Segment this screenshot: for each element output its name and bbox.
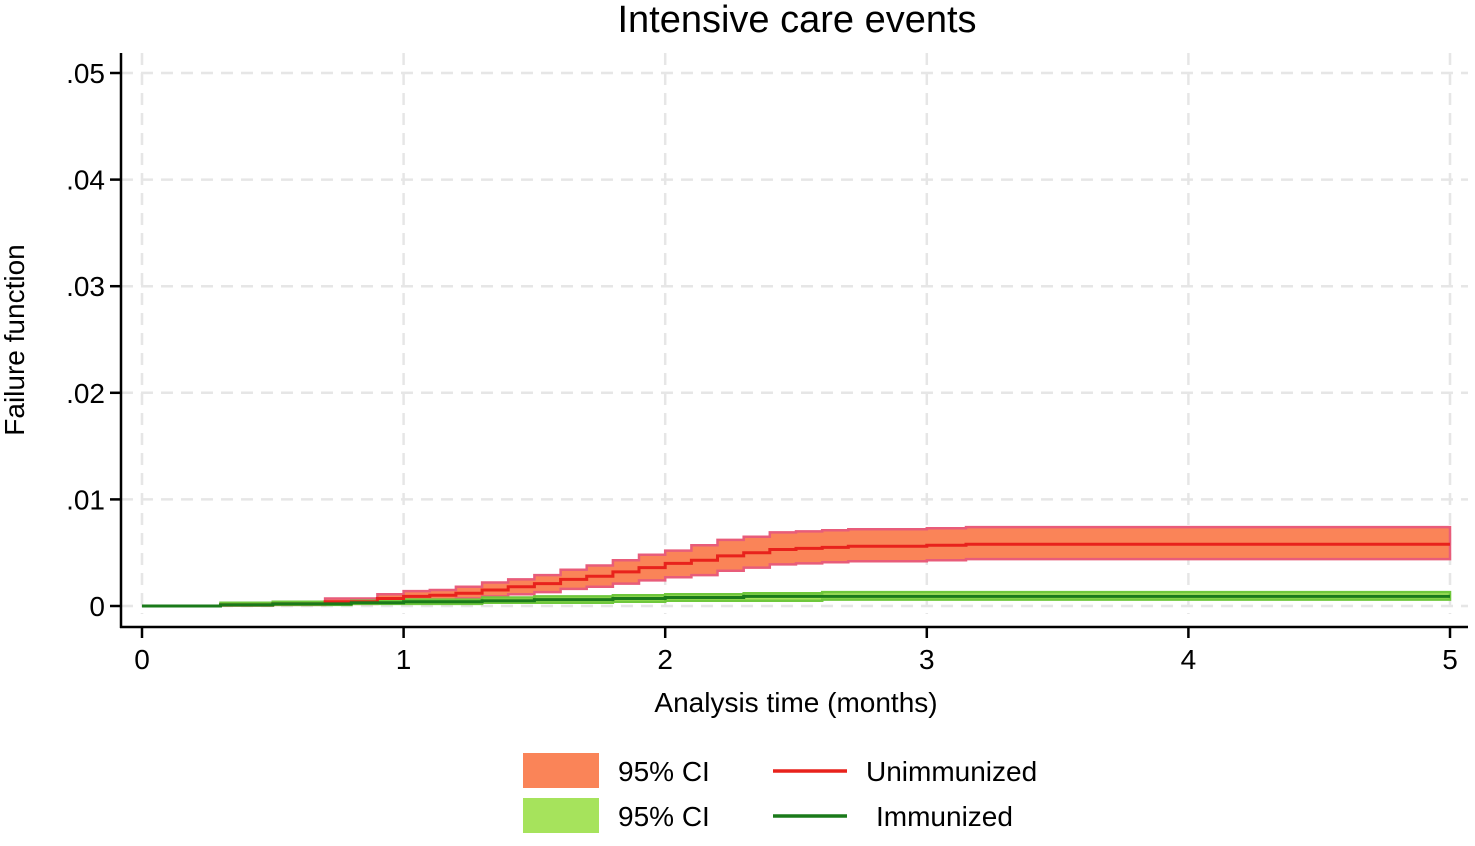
series-line-unimmunized — [142, 542, 1450, 608]
x-tick-label-1: 1 — [396, 644, 412, 675]
tick-labels: 0 .01 .02 .03 .04 .05 0 1 2 3 4 5 — [66, 58, 1458, 675]
confidence-bands — [142, 525, 1452, 608]
series-line-immunized — [142, 594, 1450, 608]
y-tick-label-5: .05 — [66, 58, 105, 89]
y-tick-label-1: .01 — [66, 484, 105, 515]
legend-swatch-ci-unimmunized — [523, 753, 599, 788]
y-tick-label-0: 0 — [89, 591, 105, 622]
legend-label-unimmunized: Unimmunized — [866, 756, 1037, 787]
series-lines — [142, 542, 1450, 608]
y-tick-label-3: .03 — [66, 271, 105, 302]
y-axis-label: Failure function — [0, 244, 30, 435]
x-tick-label-4: 4 — [1181, 644, 1197, 675]
y-tick-label-4: .04 — [66, 165, 105, 196]
legend-label-ci-unimmunized: 95% CI — [618, 756, 710, 787]
x-tick-label-2: 2 — [657, 644, 673, 675]
x-axis-label: Analysis time (months) — [654, 687, 937, 718]
axes — [110, 53, 1468, 638]
legend-swatch-ci-immunized — [523, 798, 599, 833]
y-tick-label-2: .02 — [66, 378, 105, 409]
x-tick-label-3: 3 — [919, 644, 935, 675]
x-tick-label-0: 0 — [134, 644, 150, 675]
chart-title: Intensive care events — [617, 0, 976, 41]
x-tick-label-5: 5 — [1442, 644, 1458, 675]
legend-label-immunized: Immunized — [876, 801, 1013, 832]
legend-label-ci-immunized: 95% CI — [618, 801, 710, 832]
legend: 95% CI Unimmunized 95% CI Immunized — [523, 753, 1037, 833]
